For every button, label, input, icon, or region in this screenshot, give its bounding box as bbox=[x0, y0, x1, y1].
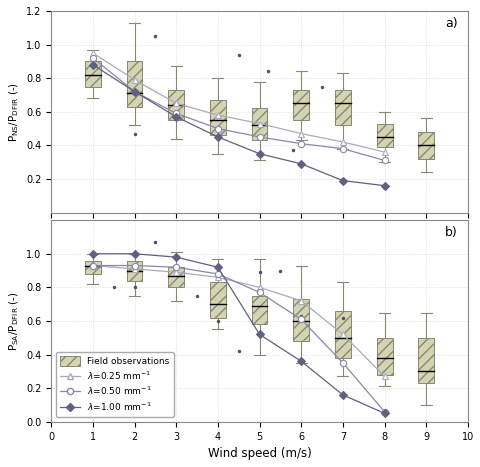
Bar bbox=[210, 100, 225, 135]
Bar bbox=[293, 299, 309, 341]
Text: b): b) bbox=[444, 226, 456, 239]
Bar bbox=[210, 283, 225, 318]
Bar bbox=[126, 261, 142, 281]
Y-axis label: P$_{\mathregular{SA}}$/P$_{\mathregular{DFIR}}$ (-): P$_{\mathregular{SA}}$/P$_{\mathregular{… bbox=[7, 291, 21, 351]
Bar bbox=[168, 267, 184, 287]
Bar bbox=[251, 296, 267, 325]
Bar bbox=[334, 90, 350, 125]
X-axis label: Wind speed (m/s): Wind speed (m/s) bbox=[207, 447, 311, 460]
Bar bbox=[168, 90, 184, 120]
Bar bbox=[376, 123, 392, 147]
Text: a): a) bbox=[444, 17, 456, 30]
Bar bbox=[85, 61, 101, 86]
Bar bbox=[251, 108, 267, 140]
Bar bbox=[293, 90, 309, 120]
Legend: Field observations, $\lambda$=0.25 mm$^{-1}$, $\lambda$=0.50 mm$^{-1}$, $\lambda: Field observations, $\lambda$=0.25 mm$^{… bbox=[56, 352, 174, 417]
Bar bbox=[126, 61, 142, 106]
Bar bbox=[376, 338, 392, 375]
Bar bbox=[418, 132, 433, 159]
Bar bbox=[334, 311, 350, 358]
Y-axis label: P$_{\mathregular{NS}}$/P$_{\mathregular{DFIR}}$ (-): P$_{\mathregular{NS}}$/P$_{\mathregular{… bbox=[7, 82, 21, 142]
Bar bbox=[85, 261, 101, 274]
Bar bbox=[418, 338, 433, 383]
